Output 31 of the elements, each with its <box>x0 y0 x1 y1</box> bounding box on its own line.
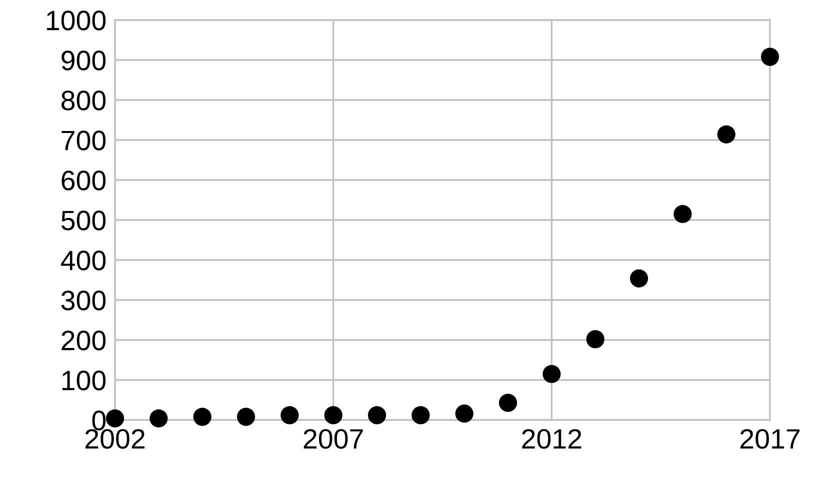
point <box>236 408 256 426</box>
y-tick-label: 400 <box>60 250 106 270</box>
point <box>674 204 692 224</box>
x-tick-label: 2017 <box>740 429 800 449</box>
point <box>324 406 342 424</box>
point <box>150 409 168 428</box>
x-tick-label: 2007 <box>304 429 363 449</box>
point <box>717 125 736 144</box>
y-tick-label: 500 <box>61 210 106 230</box>
y-tick-label: 100 <box>62 370 106 390</box>
y-tick-label: 800 <box>62 90 106 110</box>
point <box>106 409 124 428</box>
y-tick-label: 700 <box>62 130 106 150</box>
point <box>412 406 430 424</box>
y-tick-label: 200 <box>62 330 106 350</box>
point <box>280 406 299 424</box>
point <box>542 364 561 384</box>
y-tick-label: 300 <box>61 290 106 310</box>
point <box>193 408 212 426</box>
x-tick-label: 2012 <box>522 429 582 449</box>
point <box>455 404 474 423</box>
y-tick-label: 600 <box>62 170 106 190</box>
point <box>368 406 386 424</box>
y-tick-label: 900 <box>62 50 106 70</box>
point <box>498 394 518 412</box>
x-tick-label: 2002 <box>86 429 145 449</box>
point <box>630 269 648 288</box>
y-tick-label: 1000 <box>46 10 106 30</box>
y-tick-label: 0 <box>92 410 106 430</box>
point <box>586 330 604 348</box>
point <box>760 48 780 66</box>
